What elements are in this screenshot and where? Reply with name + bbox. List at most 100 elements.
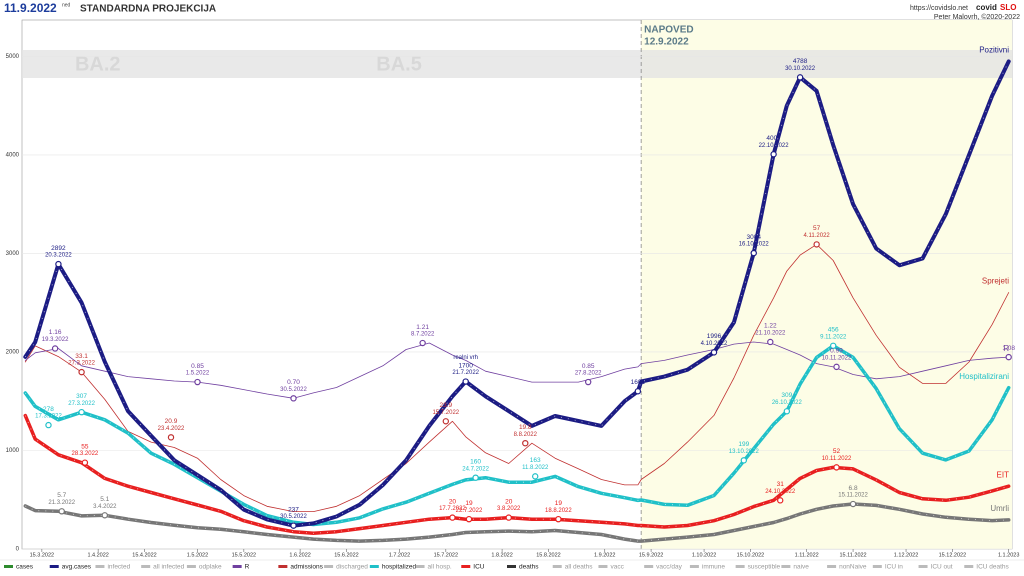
annotation-point bbox=[777, 497, 784, 504]
y-tick-label: 0 bbox=[16, 547, 20, 553]
annotation-point bbox=[462, 378, 469, 385]
annotation-point bbox=[55, 260, 62, 268]
legend-swatch bbox=[872, 565, 882, 568]
annotation-point bbox=[465, 515, 473, 523]
annotation-point bbox=[194, 378, 201, 386]
x-tick-label: 15.5.2022 bbox=[232, 552, 256, 558]
x-tick-label: 15.8.2022 bbox=[536, 552, 560, 558]
annotation-date: 17.7.2022 bbox=[439, 506, 466, 512]
x-tick-label: 1.4.2022 bbox=[87, 552, 108, 558]
annotation-date: 11.8.2022 bbox=[522, 465, 549, 471]
brand-b: SLO bbox=[1000, 3, 1016, 12]
annotation-point bbox=[58, 508, 65, 515]
annotation-label: 55 bbox=[81, 443, 89, 450]
x-tick-label: 15.9.2022 bbox=[639, 552, 663, 558]
series-line-dots bbox=[24, 415, 1009, 534]
legend-swatch bbox=[644, 565, 654, 568]
annotation-point bbox=[833, 363, 840, 371]
x-tick-label: 15.12.2022 bbox=[939, 552, 967, 558]
annotation-point bbox=[1005, 353, 1012, 361]
annotation-label: 278 bbox=[43, 406, 54, 413]
variant-label: BA.5 bbox=[376, 53, 422, 75]
annotation-date: 19.3.2022 bbox=[42, 337, 69, 343]
legend-label: all hosp. bbox=[428, 564, 452, 571]
x-tick-label: 1.11.2022 bbox=[795, 552, 819, 558]
legend-label: discharged bbox=[336, 564, 368, 571]
annotation-label: 199 bbox=[738, 441, 749, 448]
annotation-point bbox=[167, 434, 175, 441]
annotation-point bbox=[833, 464, 840, 471]
annotation-date: 23.4.2022 bbox=[158, 426, 185, 432]
series-name: Umrli bbox=[990, 504, 1009, 513]
annotation-date: 30.5.2022 bbox=[280, 514, 307, 520]
x-tick-label: 1.6.2022 bbox=[289, 552, 310, 558]
annotation-date: 15.11.2022 bbox=[838, 493, 868, 499]
legend-label: ICU in bbox=[885, 564, 903, 571]
legend-swatch bbox=[964, 565, 974, 568]
x-tick-label: 15.11.2022 bbox=[840, 552, 867, 558]
legend-label: infected bbox=[107, 564, 130, 571]
annotation-date: 30.10.2022 bbox=[785, 66, 816, 72]
annotation-date: 3.4.2022 bbox=[93, 504, 117, 510]
annotation-date: 27.3.2022 bbox=[68, 401, 95, 407]
series-name: Pozitivni bbox=[979, 45, 1009, 54]
x-tick-label: 1.10.2022 bbox=[692, 552, 716, 558]
x-tick-label: 15.6.2022 bbox=[334, 552, 358, 558]
annotation-date: 21.3.2022 bbox=[48, 500, 75, 506]
annotation-label: 1996 bbox=[707, 333, 722, 340]
y-tick-label: 5000 bbox=[6, 54, 20, 60]
series-line-dots bbox=[25, 503, 1009, 542]
legend-label: ICU bbox=[473, 564, 485, 571]
legend-swatch bbox=[278, 565, 288, 568]
annotation-point bbox=[796, 74, 804, 81]
annotation-date: 9.11.2022 bbox=[820, 334, 847, 340]
x-tick-label: 15.7.2022 bbox=[434, 552, 458, 558]
annotation-point bbox=[45, 421, 52, 429]
annotation-label: 0.99 bbox=[830, 348, 843, 355]
annotation-date: 8.8.2022 bbox=[514, 432, 538, 438]
legend-label: susceptible bbox=[748, 564, 781, 571]
legend-swatch bbox=[461, 565, 471, 568]
annotation-point bbox=[710, 349, 718, 356]
legend-label: R bbox=[245, 564, 250, 571]
legend-label: all infected bbox=[153, 564, 184, 571]
forecast-area bbox=[641, 20, 1012, 549]
annotation-label: 0.85 bbox=[582, 363, 595, 370]
annotation-label: 19 bbox=[465, 500, 473, 507]
legend-swatch bbox=[918, 565, 928, 568]
legend-swatch bbox=[735, 565, 745, 568]
annotation-label: 19 bbox=[555, 500, 563, 507]
legend-label: nonNaive bbox=[839, 564, 867, 571]
annotation-label: 0.70 bbox=[287, 379, 300, 386]
y-tick-label: 4000 bbox=[6, 153, 20, 159]
annotation-date: 28.3.2022 bbox=[72, 451, 99, 457]
annotation-date: 10.11.2022 bbox=[822, 355, 852, 361]
annotation-point bbox=[449, 514, 456, 521]
annotation-label: 309 bbox=[781, 392, 792, 399]
annotation-point bbox=[78, 408, 85, 416]
annotation-point bbox=[442, 418, 450, 425]
header-day: ned bbox=[62, 2, 71, 8]
annotation-label: 0.85 bbox=[191, 363, 204, 370]
annotation-point bbox=[81, 459, 89, 466]
annotation-label: 160 bbox=[470, 458, 481, 465]
legend-swatch bbox=[186, 565, 196, 568]
annotation-note: realni vrh bbox=[453, 355, 478, 361]
legend-label: immune bbox=[702, 564, 726, 571]
y-tick-label: 2000 bbox=[6, 350, 20, 356]
annotation-date: 21.7.2022 bbox=[452, 370, 479, 376]
annotation-point bbox=[634, 388, 642, 395]
annotation-date: 4.11.2022 bbox=[804, 233, 831, 239]
plot-background bbox=[21, 19, 1013, 550]
annotation-label: 1.21 bbox=[416, 324, 429, 331]
legend-swatch bbox=[369, 565, 379, 568]
annotation-date: 15.7.2022 bbox=[432, 410, 459, 416]
annotation-point bbox=[584, 378, 592, 386]
annotation-label: 3004 bbox=[747, 234, 762, 241]
legend-swatch bbox=[689, 565, 699, 568]
annotation-point bbox=[740, 457, 748, 464]
x-tick-label: 1.8.2022 bbox=[491, 552, 512, 558]
annotation-label: 19.8 bbox=[519, 424, 532, 431]
annotation-label: 23.9 bbox=[439, 402, 452, 409]
